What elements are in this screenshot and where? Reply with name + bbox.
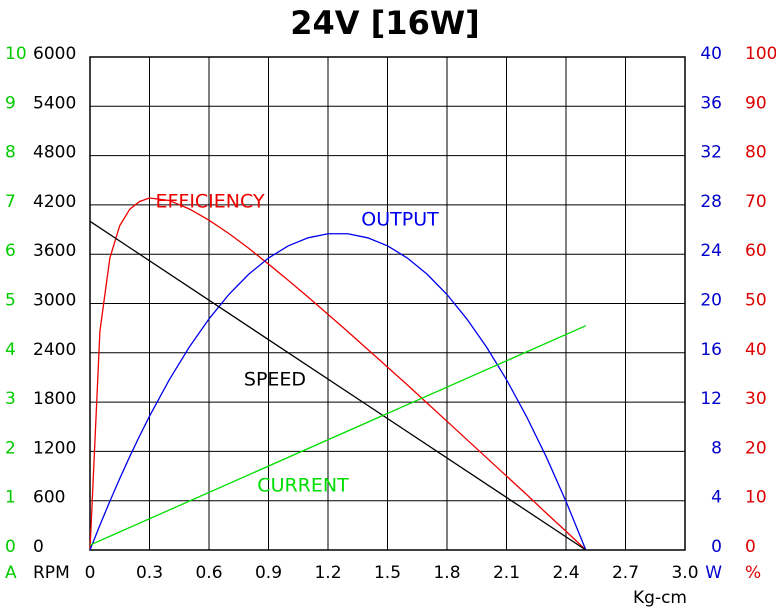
y-tick-label: 6000 — [33, 44, 76, 64]
x-tick-label: 0.3 — [136, 563, 163, 583]
y-tick-label: 8 — [5, 143, 16, 163]
y-tick-label: 10 — [745, 488, 767, 508]
series-label: SPEED — [244, 369, 306, 391]
y-tick-label: 90 — [745, 93, 767, 113]
x-tick-label: 1.5 — [374, 563, 401, 583]
y-tick-label: 3 — [5, 389, 16, 409]
y-tick-label: 20 — [700, 291, 722, 311]
y-tick-label: 12 — [700, 389, 722, 409]
y-tick-label: 2400 — [33, 340, 76, 360]
series-label: OUTPUT — [361, 209, 439, 231]
y-tick-label: 2 — [5, 438, 16, 458]
y-tick-label: 7 — [5, 192, 16, 212]
y-tick-label: 0 — [33, 537, 44, 557]
y-tick-label: 1200 — [33, 438, 76, 458]
y-tick-label: 6 — [5, 241, 16, 261]
series-label: EFFICIENCY — [155, 191, 264, 213]
y-tick-label: 8 — [711, 438, 722, 458]
x-tick-label: 2.4 — [552, 563, 579, 583]
y-tick-label: 36 — [700, 93, 722, 113]
y-tick-label: 60 — [745, 241, 767, 261]
y-tick-label: 20 — [745, 438, 767, 458]
y-tick-label: 80 — [745, 143, 767, 163]
x-tick-label: 0.6 — [195, 563, 222, 583]
y-tick-label: 30 — [745, 389, 767, 409]
x-tick-label: 2.7 — [612, 563, 639, 583]
y-tick-label: 40 — [700, 44, 722, 64]
y-tick-label: 0 — [711, 537, 722, 557]
y-tick-label: 40 — [745, 340, 767, 360]
y-tick-label: 70 — [745, 192, 767, 212]
x-tick-label: 1.2 — [314, 563, 341, 583]
x-tick-label: 3.0 — [671, 563, 698, 583]
axis-unit: RPM — [33, 563, 70, 583]
x-tick-label: 0 — [85, 563, 96, 583]
axis-unit: % — [745, 563, 761, 583]
axis-unit: A — [5, 563, 17, 583]
y-tick-label: 10 — [5, 44, 27, 64]
y-tick-label: 50 — [745, 291, 767, 311]
chart-title: 24V [16W] — [290, 4, 480, 42]
y-tick-label: 24 — [700, 241, 722, 261]
y-tick-label: 0 — [745, 537, 756, 557]
y-tick-label: 28 — [700, 192, 722, 212]
axis-unit: W — [705, 563, 722, 583]
series-line — [89, 233, 587, 551]
series-line — [89, 220, 587, 551]
y-tick-label: 5400 — [33, 93, 76, 113]
y-tick-label: 4 — [5, 340, 16, 360]
y-tick-label: 16 — [700, 340, 722, 360]
y-tick-label: 4200 — [33, 192, 76, 212]
y-tick-label: 4 — [711, 488, 722, 508]
y-tick-label: 9 — [5, 93, 16, 113]
y-tick-label: 600 — [33, 488, 65, 508]
x-tick-label: 0.9 — [255, 563, 282, 583]
y-tick-label: 3000 — [33, 291, 76, 311]
plot-frame — [89, 56, 686, 551]
y-tick-label: 4800 — [33, 143, 76, 163]
y-tick-label: 0 — [5, 537, 16, 557]
y-tick-label: 32 — [700, 143, 722, 163]
y-tick-label: 100 — [745, 44, 776, 64]
x-axis-label: Kg-cm — [633, 588, 687, 608]
y-tick-label: 1 — [5, 488, 16, 508]
y-tick-label: 5 — [5, 291, 16, 311]
series-label: CURRENT — [257, 475, 349, 497]
y-tick-label: 1800 — [33, 389, 76, 409]
series-line — [89, 197, 587, 551]
x-tick-label: 2.1 — [493, 563, 520, 583]
series-line — [89, 325, 587, 546]
y-tick-label: 3600 — [33, 241, 76, 261]
x-tick-label: 1.8 — [433, 563, 460, 583]
